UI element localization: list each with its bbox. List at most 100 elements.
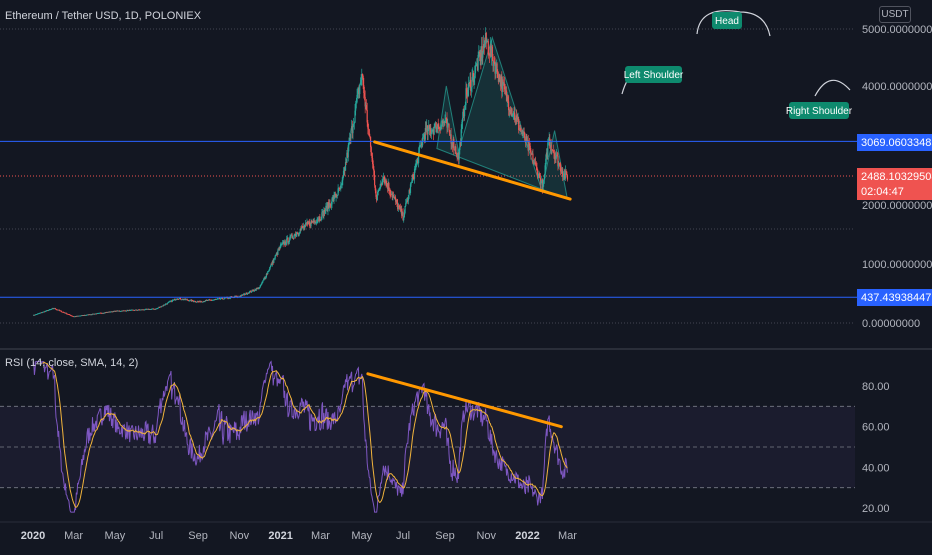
candle-body (518, 129, 521, 131)
candle-body (478, 51, 480, 55)
candle-body (118, 310, 120, 312)
candle-body (471, 77, 473, 88)
candle-body (116, 310, 118, 312)
candle-body (219, 298, 221, 300)
candle-body (407, 195, 410, 201)
left-shoulder-badge[interactable] (625, 66, 682, 83)
candle-body (411, 181, 413, 183)
candle-body (281, 243, 283, 245)
candle-body (277, 249, 279, 255)
candle-body (524, 133, 526, 141)
head-badge[interactable] (712, 12, 742, 29)
candle-body (493, 61, 495, 64)
price-axis[interactable]: 5000.00000000 4000.00000000 2000.00000000 1… (862, 24, 932, 330)
candle-body (437, 124, 439, 127)
candle-body (125, 310, 127, 312)
candle-body (160, 306, 162, 308)
time-tick-label: Sep (435, 530, 455, 542)
candle-body (355, 102, 357, 104)
candle-body (317, 219, 320, 221)
candle-body (477, 54, 479, 71)
candle-body (223, 298, 225, 300)
candle-body (455, 146, 457, 154)
head-arc (696, 10, 771, 37)
candle-body (303, 225, 305, 228)
candle-body (407, 200, 409, 202)
candle-body (480, 52, 482, 62)
candle-body (331, 198, 333, 205)
candle-body (87, 314, 90, 316)
candle-body (267, 271, 269, 274)
candle-body (121, 310, 123, 312)
candle-body (497, 77, 500, 82)
candle-body (139, 309, 142, 311)
candle-body (473, 77, 475, 83)
candle-body (212, 299, 214, 301)
candle-body (68, 314, 70, 315)
symbol-legend[interactable]: Ethereum / Tether USD, 1D, POLONIEX (5, 10, 202, 22)
candle-body (428, 124, 430, 129)
level-tag-upper[interactable] (857, 134, 932, 151)
current-price-tag[interactable] (857, 168, 932, 200)
candle-body (298, 232, 301, 234)
candle-body (466, 94, 468, 96)
candle-body (78, 315, 80, 317)
candle-body (136, 310, 138, 311)
candle-body (54, 308, 56, 309)
candle-body (139, 309, 141, 311)
level-tag-lower[interactable] (857, 289, 932, 306)
candle-body (49, 309, 52, 311)
candle-body (424, 127, 426, 140)
candle-body (62, 311, 64, 313)
candle-body (411, 174, 414, 182)
time-axis[interactable]: 2020 Mar May Jul Sep Nov 2021 Mar May Jul Sep Nov 20… (21, 530, 577, 542)
candle-body (433, 126, 435, 135)
candle-body (88, 314, 90, 316)
candle-body (262, 280, 264, 282)
candle-body (33, 314, 35, 316)
candle-body (554, 156, 556, 160)
candle-body (521, 130, 523, 135)
candle-body (415, 164, 417, 169)
candle-body (53, 308, 55, 310)
candle-body (283, 242, 285, 246)
candle-body (95, 313, 98, 315)
candle-body (57, 309, 59, 311)
candle-body (536, 166, 538, 170)
candle-body (429, 128, 431, 130)
candle-body (51, 308, 53, 310)
candle-body (547, 142, 549, 157)
candle-body (154, 308, 156, 310)
currency-badge[interactable]: USDT (879, 6, 911, 23)
candle-body (427, 128, 429, 135)
candle-body (342, 176, 344, 181)
candle-body (144, 308, 146, 310)
candle-body (355, 103, 357, 111)
rsi-legend[interactable]: RSI (14, close, SMA, 14, 2) (5, 357, 139, 369)
candle-body (282, 242, 284, 244)
candle-body (302, 226, 304, 228)
time-tick-label: May (351, 530, 372, 542)
candle-body (185, 299, 187, 301)
candle-body (388, 183, 390, 190)
candle-body (564, 170, 567, 179)
price-trendline (373, 140, 572, 201)
candle-body (320, 219, 322, 221)
candle-body (503, 83, 506, 90)
rsi-axis[interactable]: 80.00 60.00 40.00 20.00 (862, 381, 890, 515)
candle-body (315, 222, 317, 224)
candle-body (351, 126, 353, 131)
candle-body (546, 152, 548, 157)
candle-body (264, 277, 266, 279)
candle-body (395, 197, 397, 202)
right-shoulder-badge[interactable] (789, 102, 849, 119)
candle-body (83, 315, 85, 316)
candle-body (545, 152, 548, 159)
candle-body (157, 307, 159, 309)
candle-body (323, 209, 326, 213)
candle-body (317, 219, 319, 221)
candle-body (490, 45, 492, 57)
candle-body (135, 309, 137, 311)
